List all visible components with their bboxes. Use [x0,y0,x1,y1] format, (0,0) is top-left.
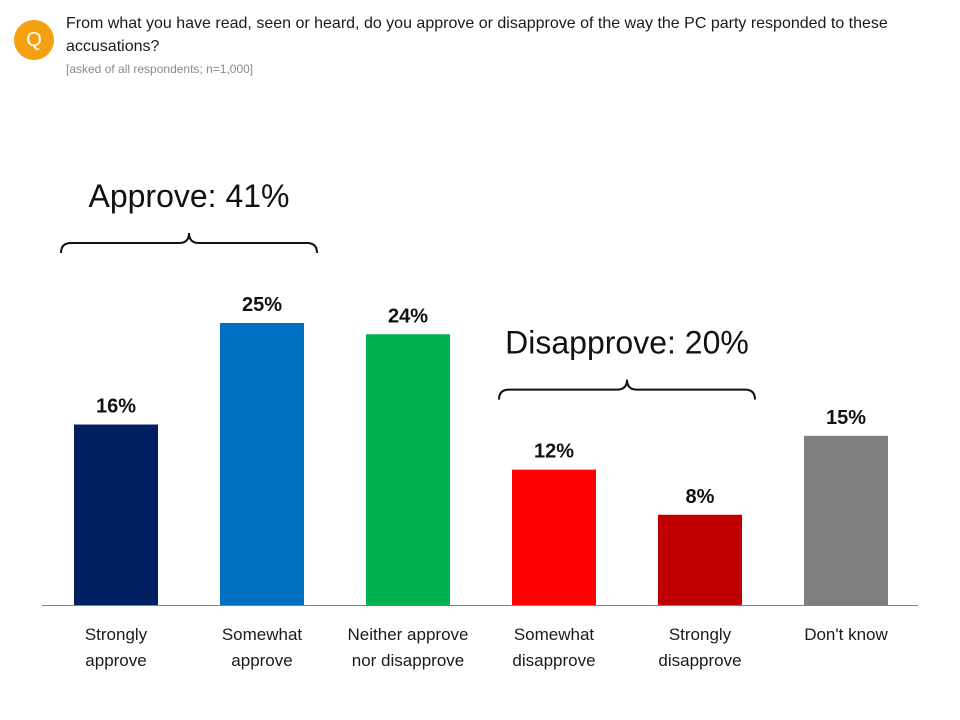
category-label: Don't know [804,625,888,644]
group-bracket [60,232,318,254]
value-label: 15% [826,407,866,429]
bar [366,334,450,605]
category-label: approve [85,651,146,670]
sample-note: [asked of all respondents; n=1,000] [66,62,254,76]
group-label: Approve: 41% [88,178,289,214]
value-label: 16% [96,396,136,418]
value-label: 8% [686,486,715,508]
category-label: disapprove [658,651,741,670]
category-label: Strongly [669,625,732,644]
category-label: approve [231,651,292,670]
question-text: From what you have read, seen or heard, … [66,15,888,55]
category-label: Somewhat [222,625,303,644]
bar [658,514,742,605]
group-bracket [498,379,756,400]
value-label: 12% [534,441,574,463]
question-icon: Q [14,20,54,60]
category-label: Somewhat [514,625,595,644]
value-label: 24% [388,305,428,327]
group-label: Disapprove: 20% [505,325,749,361]
category-label: Neither approve [348,625,469,644]
category-label: Strongly [85,625,148,644]
bar [74,424,158,605]
bar [804,435,888,605]
category-label: nor disapprove [352,651,464,670]
value-label: 25% [242,294,282,316]
bar [220,323,304,605]
bar [512,469,596,605]
category-label: disapprove [512,651,595,670]
